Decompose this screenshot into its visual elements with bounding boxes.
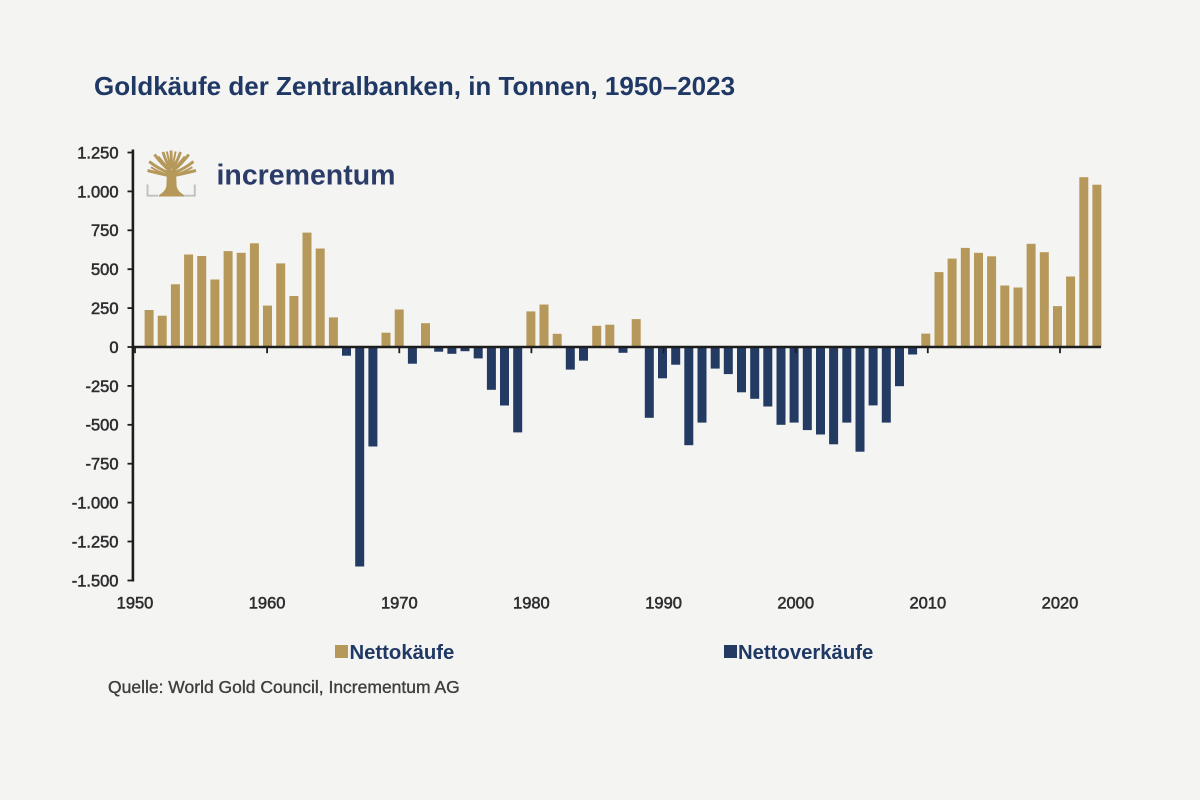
svg-text:-1.500: -1.500 <box>72 572 119 590</box>
svg-text:1960: 1960 <box>249 595 286 613</box>
svg-text:-750: -750 <box>85 456 118 474</box>
svg-text:incrementum: incrementum <box>217 160 396 192</box>
svg-text:1.250: 1.250 <box>77 144 118 162</box>
svg-text:Quelle: World Gold Council, In: Quelle: World Gold Council, Incrementum … <box>108 677 460 697</box>
svg-text:Nettoverkäufe: Nettoverkäufe <box>738 642 873 664</box>
svg-text:1980: 1980 <box>513 595 550 613</box>
svg-text:2000: 2000 <box>777 595 814 613</box>
svg-text:750: 750 <box>91 222 119 240</box>
svg-text:Nettokäufe: Nettokäufe <box>350 642 455 664</box>
svg-text:1990: 1990 <box>645 595 682 613</box>
svg-text:-500: -500 <box>85 417 118 435</box>
svg-text:500: 500 <box>91 261 119 279</box>
svg-text:250: 250 <box>91 300 119 318</box>
svg-text:1970: 1970 <box>381 595 418 613</box>
svg-text:0: 0 <box>109 339 118 357</box>
svg-text:1950: 1950 <box>117 595 154 613</box>
svg-text:-250: -250 <box>85 378 118 396</box>
svg-text:1.000: 1.000 <box>77 183 118 201</box>
svg-text:2020: 2020 <box>1042 595 1079 613</box>
svg-text:-1.000: -1.000 <box>72 495 119 513</box>
svg-text:Goldkäufe der Zentralbanken, i: Goldkäufe der Zentralbanken, in Tonnen, … <box>94 71 735 101</box>
svg-text:2010: 2010 <box>909 595 946 613</box>
svg-text:-1.250: -1.250 <box>72 533 119 551</box>
